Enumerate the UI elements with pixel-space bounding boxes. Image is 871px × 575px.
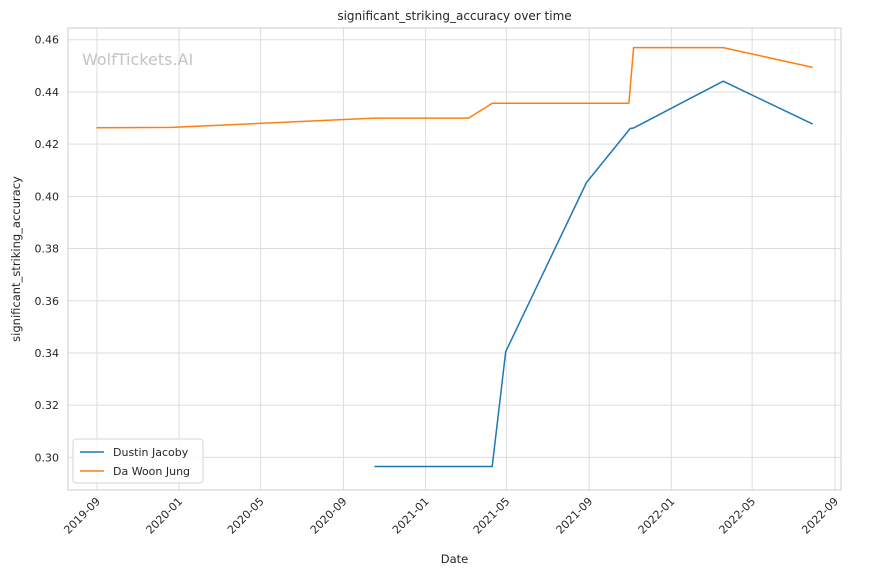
y-tick-labels: 0.30 0.32 0.34 0.36 0.38 0.40 0.42 0.44 0.46	[35, 34, 60, 465]
y-tick-label: 0.36	[35, 295, 60, 308]
y-tick-label: 0.38	[35, 243, 60, 256]
series-line-da-woon-jung	[96, 46, 813, 129]
grid-lines	[68, 28, 841, 490]
y-tick-label: 0.46	[35, 34, 60, 47]
legend-frame	[72, 438, 204, 484]
y-tick-label: 0.34	[35, 347, 60, 360]
series-line-dustin-jacoby	[374, 80, 814, 468]
series-lines	[96, 46, 814, 468]
x-axis-title: Date	[441, 552, 469, 566]
legend: Dustin Jacoby Da Woon Jung	[72, 438, 204, 484]
legend-label-da-woon-jung: Da Woon Jung	[113, 465, 190, 478]
y-axis-title: significant_striking_accuracy	[9, 176, 23, 342]
plot-area-frame	[67, 27, 842, 491]
y-tick-label: 0.32	[35, 399, 60, 412]
watermark: WolfTickets.AI	[82, 50, 193, 69]
y-tick-label: 0.42	[35, 138, 60, 151]
legend-label-dustin-jacoby: Dustin Jacoby	[113, 446, 189, 459]
y-tick-label: 0.44	[35, 86, 60, 99]
y-tick-label: 0.30	[35, 451, 60, 464]
y-tick-label: 0.40	[35, 190, 60, 203]
chart-title: significant_striking_accuracy over time	[337, 9, 571, 23]
